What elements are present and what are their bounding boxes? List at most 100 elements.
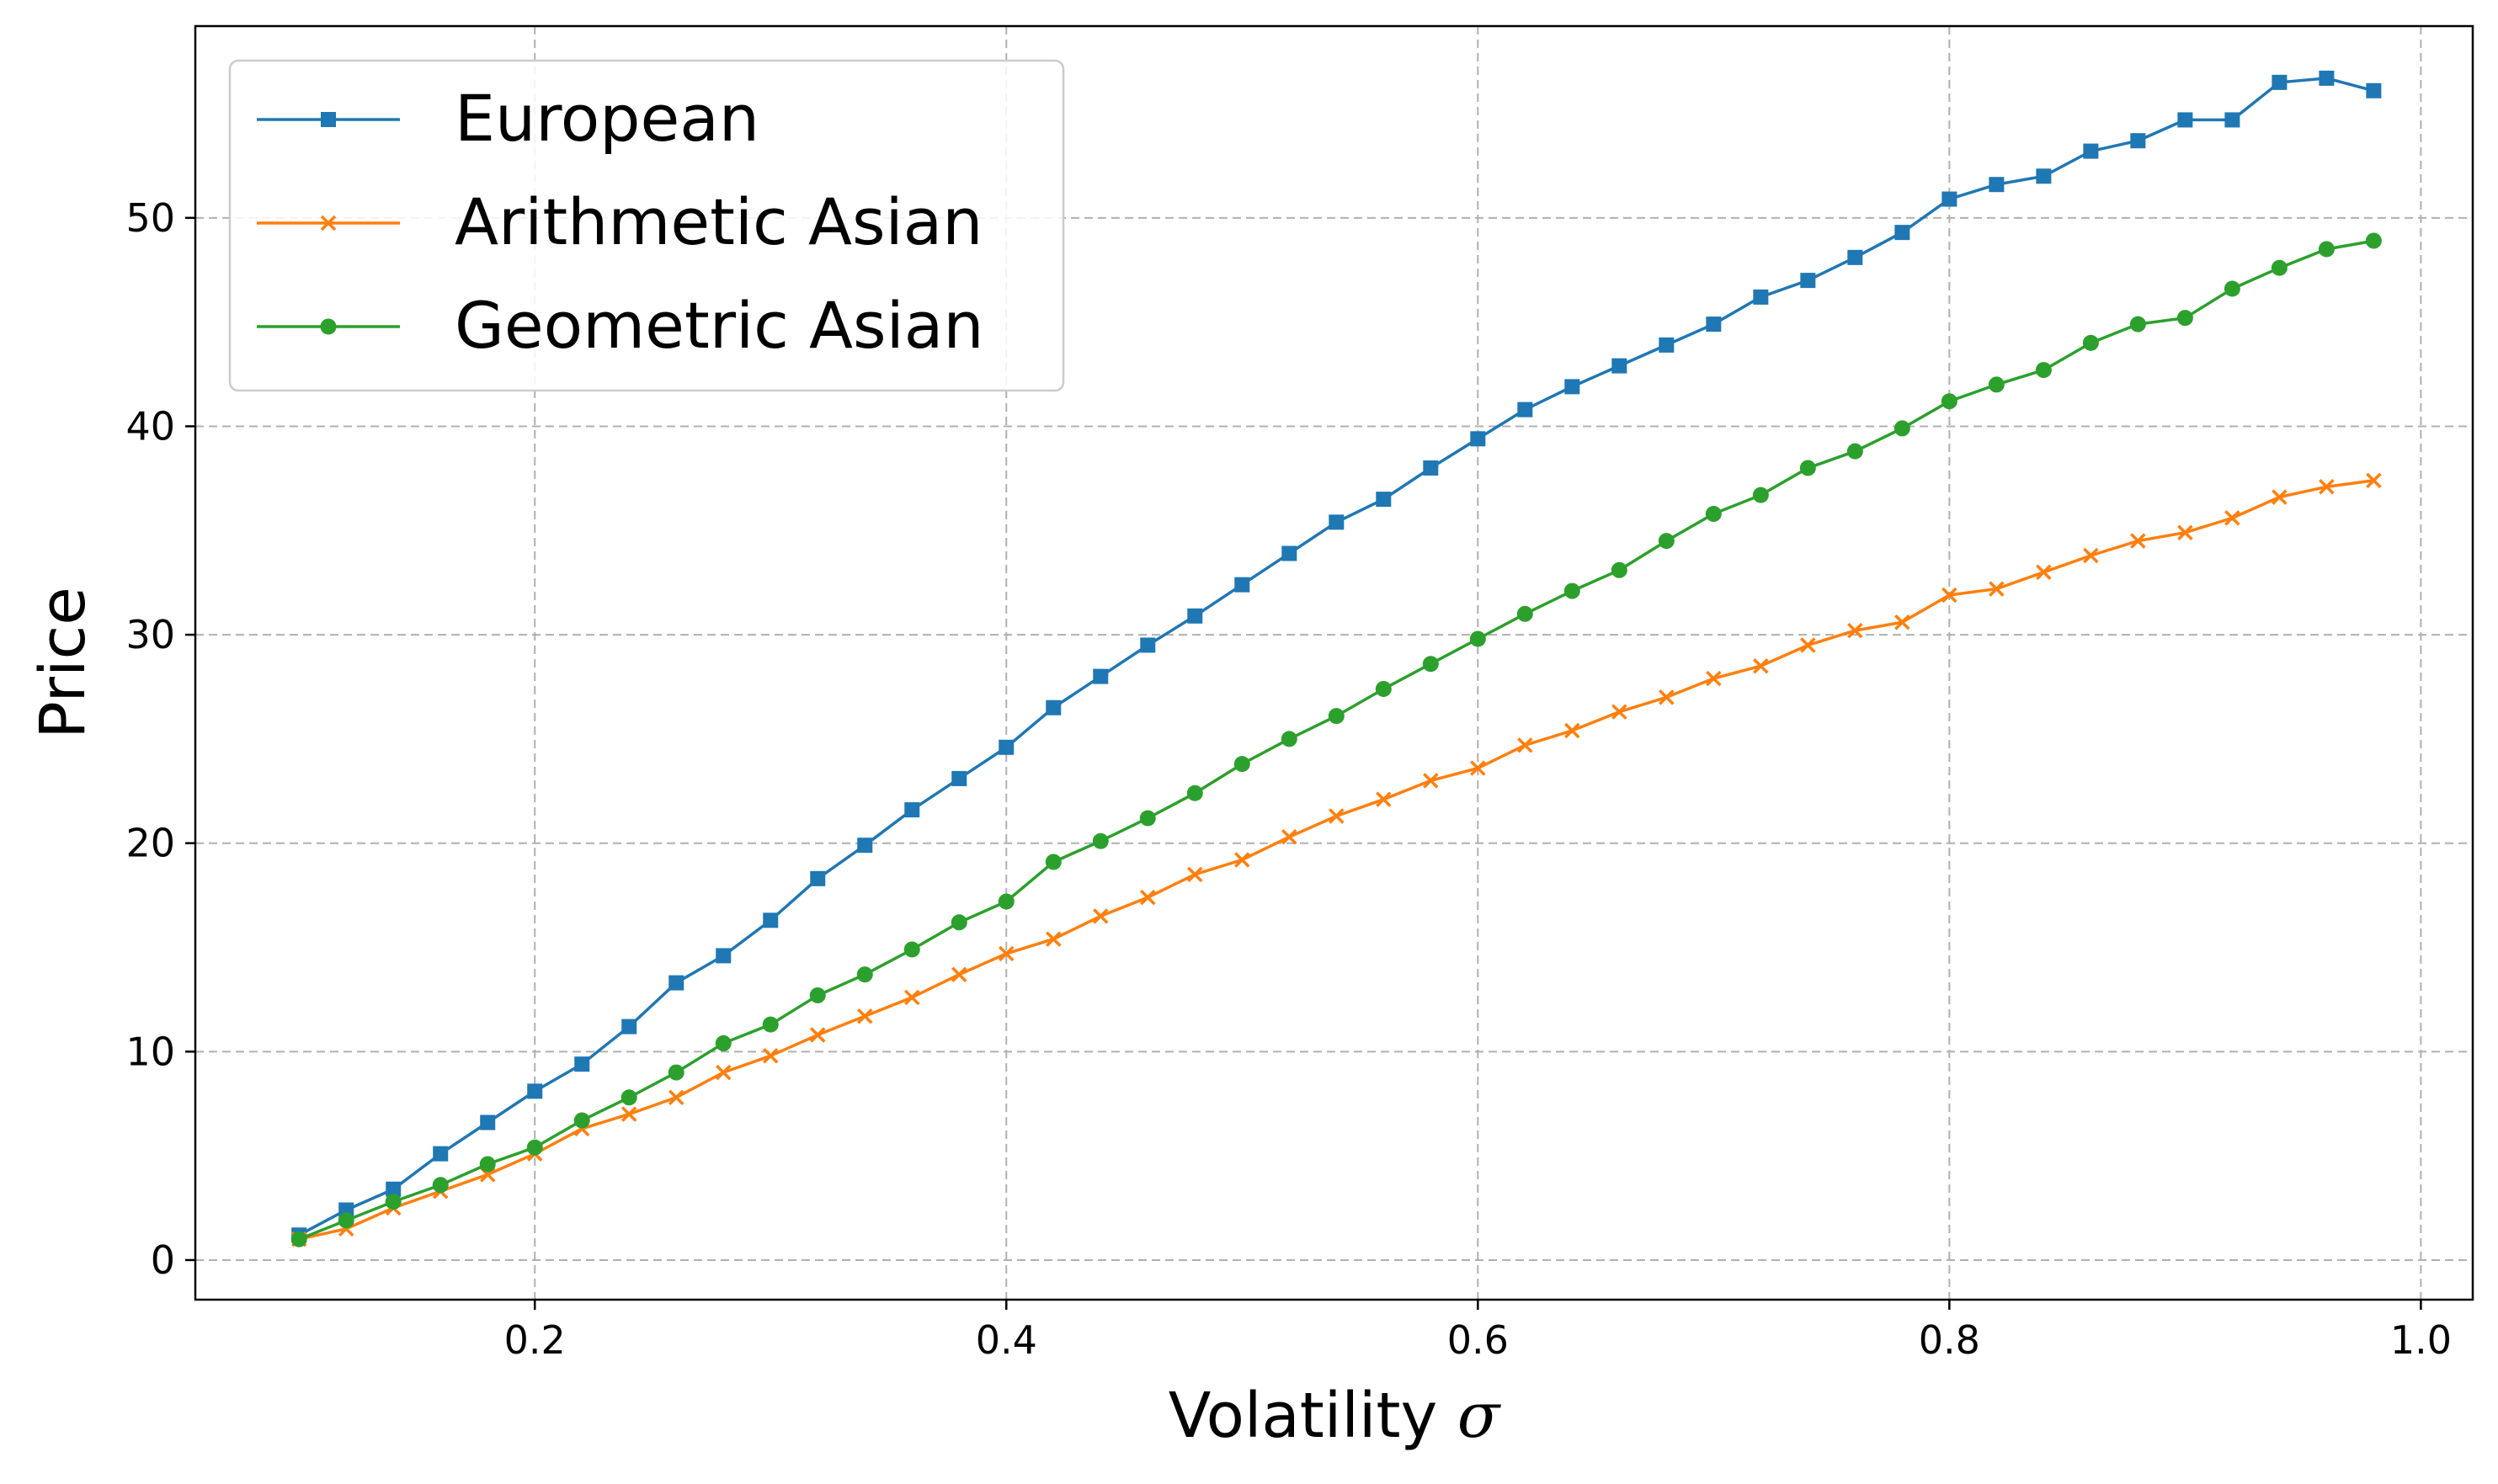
- data-point-european: [1659, 337, 1675, 353]
- data-point-european: [1989, 177, 2005, 193]
- x-tick-label: 0.4: [976, 1317, 1037, 1363]
- data-point-arithmetic-asian: [810, 1027, 826, 1043]
- x-tick-label: 0.2: [504, 1317, 566, 1363]
- y-tick-label: 0: [151, 1237, 175, 1283]
- data-point-geometric-asian: [1705, 505, 1722, 522]
- legend-marker: [321, 112, 336, 127]
- data-point-arithmetic-asian: [1046, 931, 1062, 947]
- data-point-european: [1894, 225, 1910, 241]
- data-point-geometric-asian: [1563, 582, 1580, 599]
- data-point-geometric-asian: [1516, 605, 1533, 622]
- data-point-european: [2130, 133, 2146, 149]
- data-point-geometric-asian: [762, 1016, 779, 1033]
- data-point-arithmetic-asian: [1894, 614, 1910, 630]
- data-point-geometric-asian: [2271, 259, 2288, 276]
- data-point-european: [527, 1083, 543, 1099]
- x-axis-label: Volatility σ: [1169, 1380, 1502, 1452]
- data-point-european: [999, 739, 1015, 755]
- data-point-geometric-asian: [1233, 756, 1250, 773]
- data-point-arithmetic-asian: [1376, 791, 1392, 807]
- data-point-european: [621, 1019, 637, 1035]
- data-point-arithmetic-asian: [2272, 489, 2288, 505]
- legend-label: Arithmetic Asian: [455, 184, 983, 259]
- data-point-geometric-asian: [1139, 810, 1156, 827]
- data-point-geometric-asian: [715, 1035, 732, 1051]
- data-point-arithmetic-asian: [1187, 866, 1203, 883]
- data-point-european: [1753, 289, 1769, 305]
- data-point-geometric-asian: [526, 1139, 543, 1156]
- data-point-geometric-asian: [1941, 393, 1957, 410]
- legend-label: European: [455, 81, 759, 156]
- data-point-arithmetic-asian: [1423, 773, 1439, 789]
- series-arithmetic-asian: [290, 472, 2382, 1247]
- data-point-geometric-asian: [2365, 232, 2382, 249]
- data-point-geometric-asian: [479, 1156, 496, 1173]
- data-point-european: [2083, 143, 2099, 159]
- data-point-european: [1140, 637, 1156, 653]
- data-point-european: [2177, 112, 2193, 128]
- x-tick-label: 1.0: [2390, 1317, 2452, 1363]
- y-axis-label: Price: [27, 587, 99, 739]
- data-point-arithmetic-asian: [1659, 689, 1675, 705]
- data-point-arithmetic-asian: [1234, 852, 1250, 868]
- data-point-arithmetic-asian: [1281, 829, 1297, 845]
- data-point-european: [1046, 699, 1062, 715]
- grid-layer: [195, 26, 2473, 1300]
- data-point-arithmetic-asian: [1800, 637, 1816, 653]
- data-point-european: [1376, 492, 1392, 508]
- legend-marker: [320, 318, 337, 335]
- data-point-arithmetic-asian: [1611, 704, 1627, 720]
- legend-item-european: European: [257, 81, 759, 156]
- data-point-european: [951, 770, 967, 786]
- data-point-european: [1234, 577, 1250, 593]
- data-point-european: [2036, 168, 2052, 184]
- series-layer: [290, 70, 2382, 1247]
- data-point-geometric-asian: [951, 914, 967, 931]
- data-point-european: [668, 975, 684, 991]
- data-point-geometric-asian: [1281, 731, 1297, 747]
- data-point-arithmetic-asian: [951, 966, 967, 982]
- data-point-arithmetic-asian: [1564, 722, 1580, 739]
- data-point-geometric-asian: [1328, 708, 1345, 725]
- data-point-geometric-asian: [903, 941, 920, 958]
- data-point-european: [1423, 460, 1439, 476]
- data-point-european: [904, 802, 920, 818]
- data-point-arithmetic-asian: [1517, 737, 1533, 753]
- data-point-arithmetic-asian: [2319, 479, 2335, 495]
- data-point-european: [716, 948, 732, 964]
- y-tick-label: 10: [125, 1029, 175, 1074]
- series-geometric-asian: [290, 232, 2382, 1247]
- data-point-european: [763, 912, 779, 928]
- data-point-geometric-asian: [1422, 656, 1439, 673]
- legend: European Arithmetic Asian Geometric Asian: [228, 59, 1065, 392]
- data-point-geometric-asian: [2176, 310, 2193, 327]
- data-point-arithmetic-asian: [716, 1064, 732, 1081]
- data-point-european: [1800, 273, 1816, 289]
- data-point-arithmetic-asian: [1093, 908, 1109, 924]
- data-point-geometric-asian: [1988, 376, 2005, 393]
- data-point-geometric-asian: [2129, 316, 2146, 332]
- data-point-arithmetic-asian: [763, 1048, 779, 1064]
- data-point-arithmetic-asian: [1989, 581, 2005, 597]
- x-tick-label: 0.8: [1919, 1317, 1980, 1363]
- legend-item-arithmetic-asian: Arithmetic Asian: [257, 184, 983, 259]
- data-point-european: [2224, 112, 2240, 128]
- data-point-geometric-asian: [1611, 561, 1627, 578]
- legend-label: Geometric Asian: [455, 288, 983, 363]
- data-point-arithmetic-asian: [2083, 547, 2099, 564]
- data-point-arithmetic-asian: [2036, 564, 2052, 581]
- data-point-geometric-asian: [2318, 241, 2335, 258]
- legend-marker: [320, 215, 337, 231]
- data-point-geometric-asian: [2224, 280, 2240, 297]
- data-point-european: [2319, 70, 2335, 86]
- data-point-geometric-asian: [1469, 630, 1486, 647]
- data-point-european: [810, 870, 826, 886]
- data-point-arithmetic-asian: [857, 1008, 873, 1024]
- data-point-arithmetic-asian: [1753, 657, 1769, 674]
- data-point-geometric-asian: [809, 987, 826, 1003]
- y-tick-label: 20: [125, 821, 175, 866]
- data-point-arithmetic-asian: [621, 1106, 637, 1122]
- data-point-arithmetic-asian: [1329, 808, 1345, 824]
- data-point-european: [433, 1146, 449, 1162]
